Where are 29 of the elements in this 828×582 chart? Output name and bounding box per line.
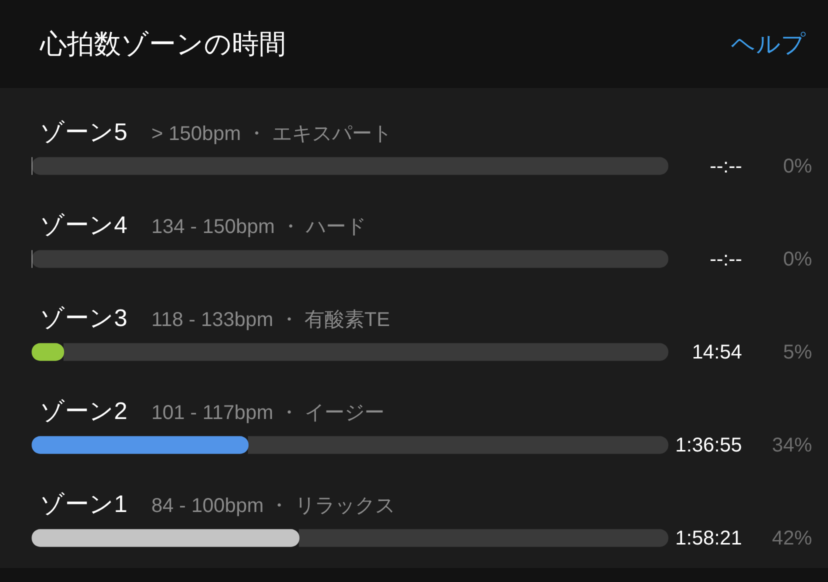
- y-tick-label: ゾーン3: [40, 305, 128, 332]
- y-tick-label: ゾーン1: [40, 491, 128, 518]
- y-tick-label: ゾーン2: [40, 398, 128, 425]
- text: 14:54: [692, 342, 742, 364]
- data-label: 5%: [783, 342, 812, 364]
- data-label: 0%: [783, 156, 812, 178]
- bar: [32, 250, 668, 268]
- annotation: 118 - 133bpm ・ 有酸素TE: [151, 309, 390, 331]
- data-label: 0%: [783, 248, 812, 271]
- bar: [248, 436, 668, 454]
- y-tick-label: ゾーン5: [40, 119, 128, 146]
- bar: [298, 529, 668, 547]
- chart-title: 心拍数ゾーンの時間: [40, 28, 286, 61]
- y-tick-label: ゾーン4: [40, 212, 128, 239]
- data-label: 42%: [772, 528, 812, 550]
- annotation: 134 - 150bpm ・ ハード: [151, 216, 366, 238]
- text: 1:36:55: [675, 434, 742, 457]
- annotation: 101 - 117bpm ・ イージー: [151, 402, 384, 424]
- text: ヘルプ: [731, 31, 806, 58]
- text: 1:58:21: [675, 528, 742, 550]
- bar: [32, 436, 249, 454]
- bar: [63, 343, 668, 361]
- bar: [32, 529, 300, 547]
- text: --:--: [710, 248, 742, 271]
- text: --:--: [710, 156, 742, 178]
- bar: [32, 157, 668, 175]
- data-label: 34%: [772, 434, 812, 457]
- annotation: > 150bpm ・ エキスパート: [151, 123, 392, 145]
- annotation: 84 - 100bpm ・ リラックス: [151, 495, 395, 517]
